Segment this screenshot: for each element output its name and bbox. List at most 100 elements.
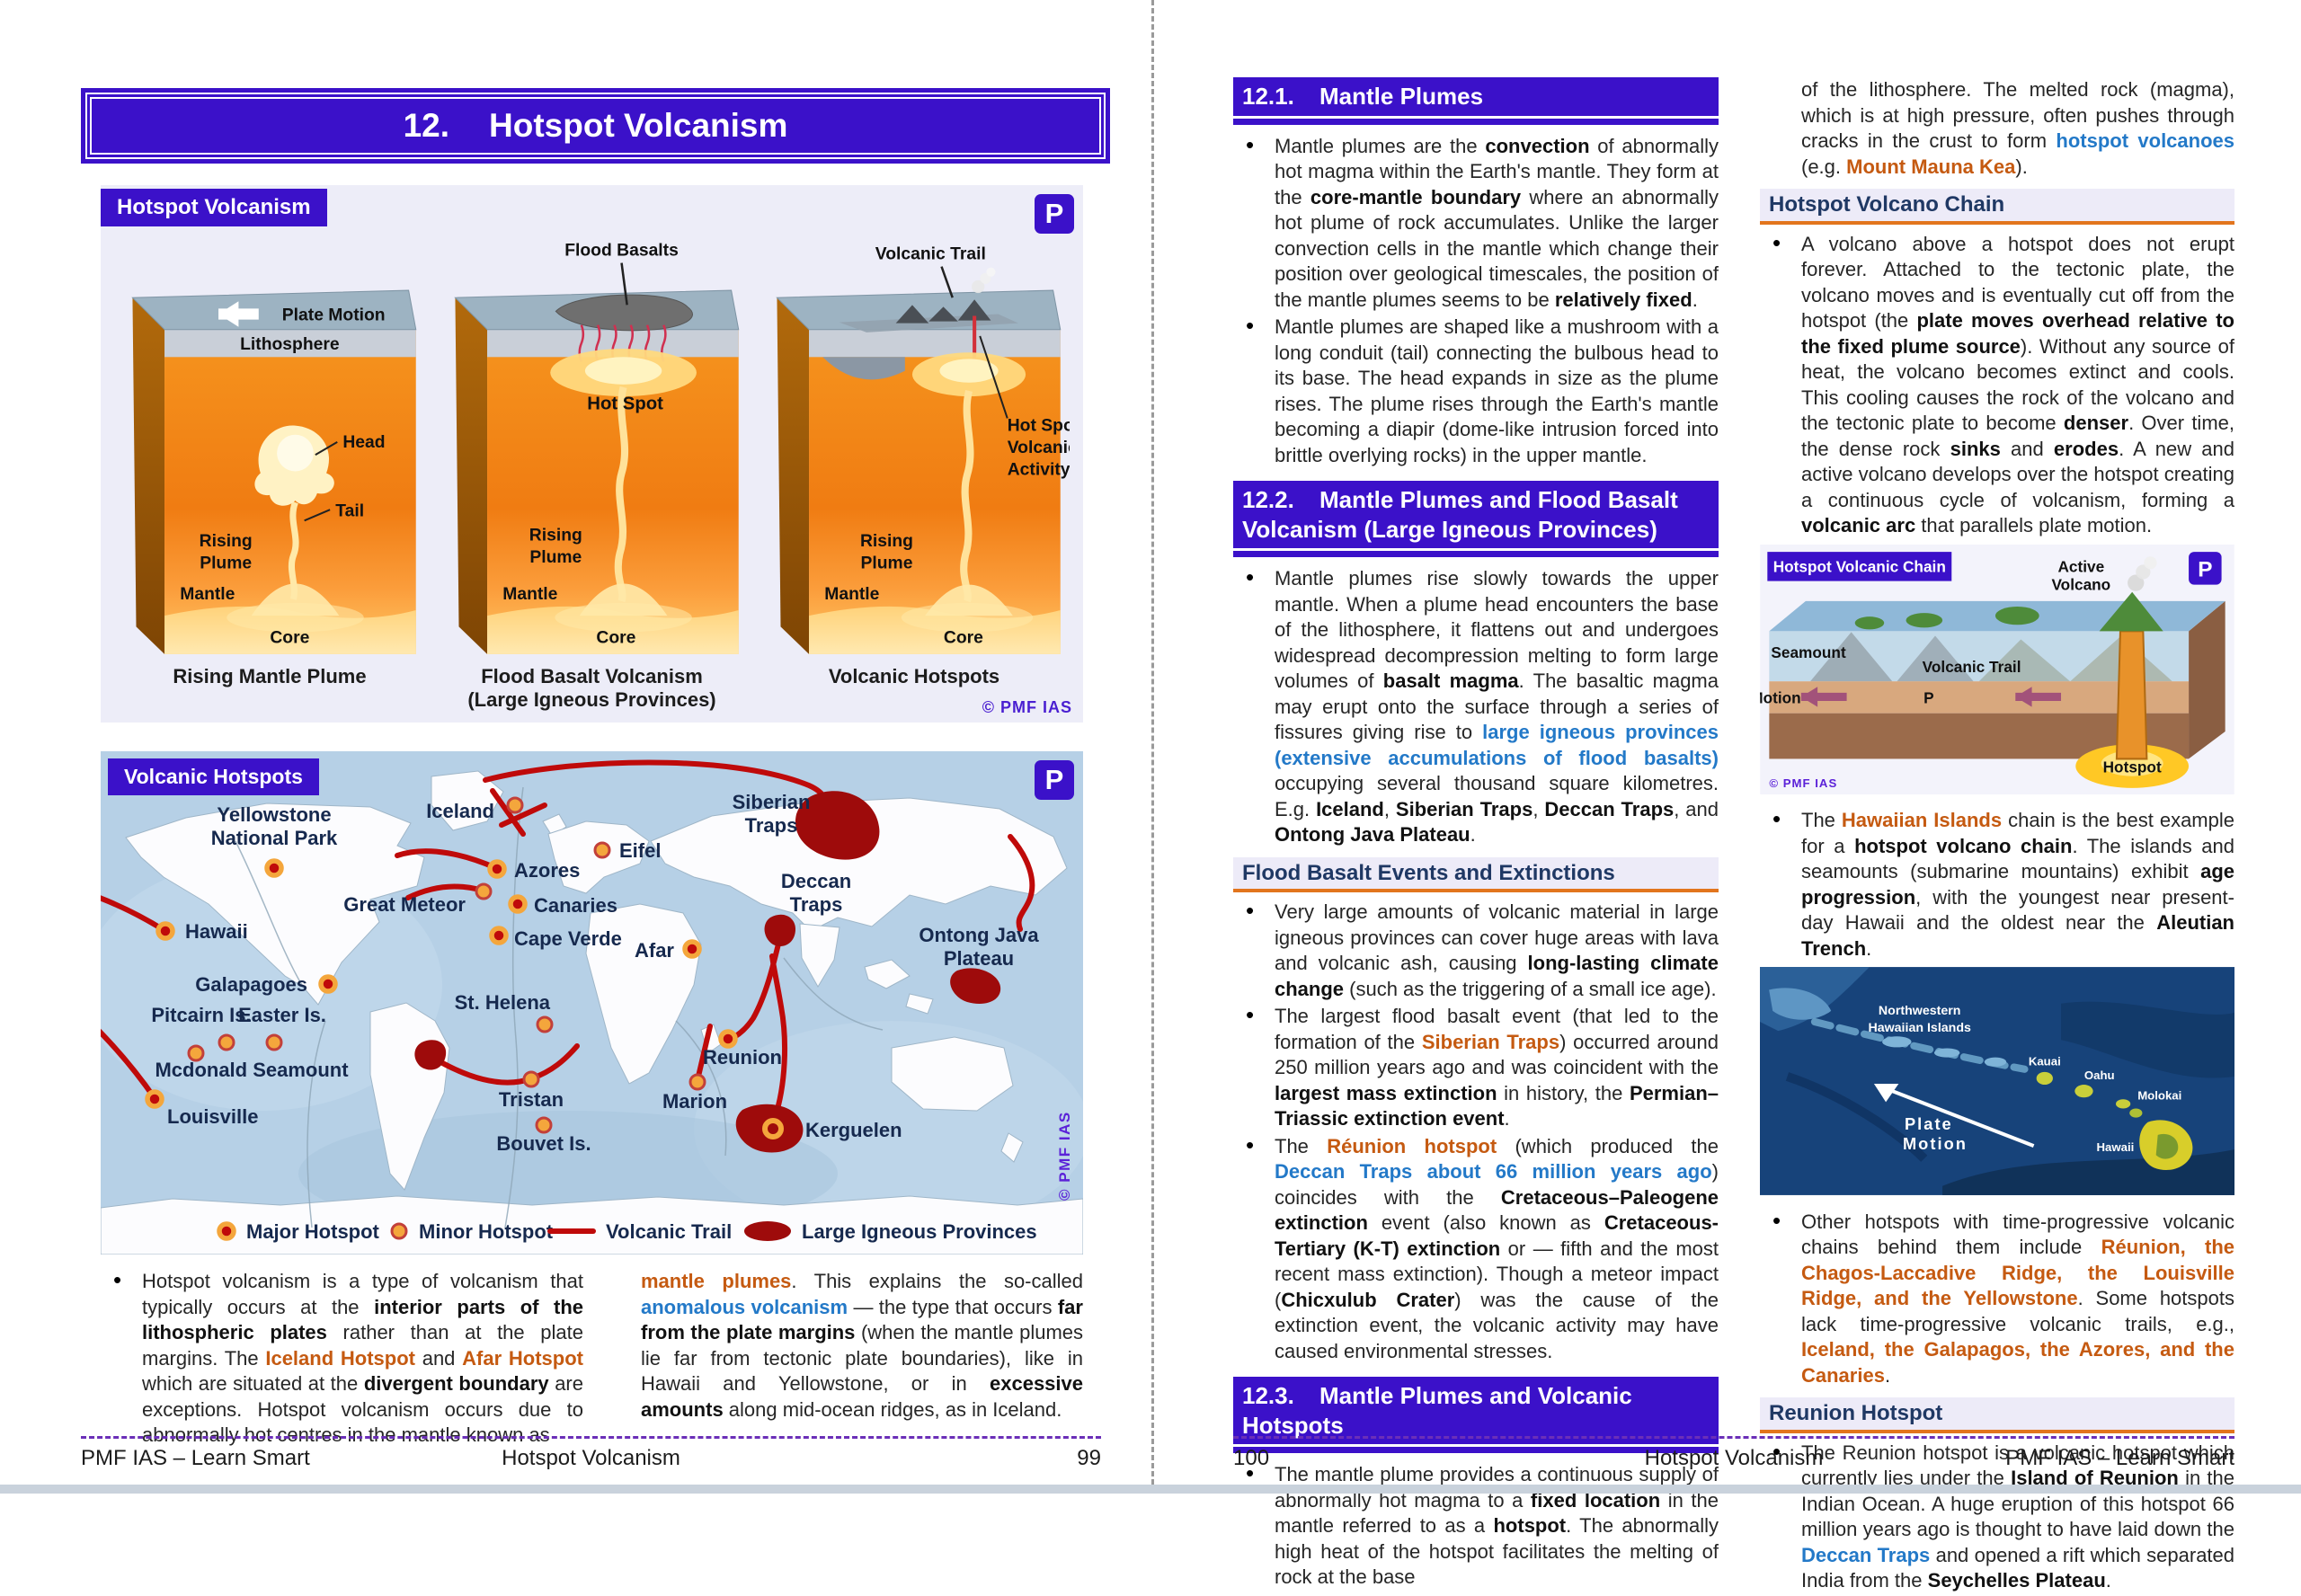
bullet-item: Very large amounts of volcanic material … — [1246, 898, 1719, 1002]
pmfias-logo: P — [1035, 760, 1074, 800]
chapter-number: 12. — [403, 107, 450, 144]
major-hotspot-marker — [718, 1029, 738, 1049]
section-12-1-header: 12.1. Mantle Plumes — [1233, 77, 1719, 125]
label-seamount: Seamount — [1771, 643, 1846, 661]
minor-hotspot-marker — [265, 1033, 283, 1051]
map-legend-label: Minor Hotspot — [419, 1220, 554, 1243]
diagram-volcanic-hotspots: Volcanic Trail Hot Spot Volcanic Activit… — [758, 234, 1071, 713]
map-hotspot-label: Canaries — [534, 894, 617, 917]
legend-lip-swatch — [744, 1221, 791, 1241]
svg-text:Plume: Plume — [861, 554, 913, 572]
volcanic-trail — [1008, 834, 1035, 932]
section-title: Mantle Plumes and Volcanic Hotspots — [1242, 1382, 1632, 1439]
diagram-3-canvas: Volcanic Trail Hot Spot Volcanic Activit… — [776, 244, 1070, 654]
map-legend-label: Large Igneous Provinces — [802, 1220, 1037, 1243]
column-1: 12.1. Mantle Plumes Mantle plumes are the… — [1233, 77, 1719, 1592]
label-rising-plume: Rising — [529, 527, 582, 545]
svg-text:Motion: Motion — [1903, 1134, 1968, 1153]
section-12-3-bullets: The mantle plume provides a continuous s… — [1233, 1460, 1719, 1591]
caption-flood-basalt: Flood Basalt Volcanism (Large Igneous Pr… — [436, 665, 749, 713]
chain-figure-label: Hotspot Volcanic Chain — [1773, 557, 1946, 575]
subsection-reunion-hotspot: Reunion Hotspot — [1760, 1397, 2234, 1433]
minor-hotspot-marker — [218, 1033, 235, 1051]
figure-hotspot-volcanism: Hotspot Volcanism P Plate — [101, 185, 1083, 723]
minor-hotspot-marker — [536, 1015, 554, 1033]
label-active-volcano: Active — [2057, 557, 2104, 575]
page-99: 12. Hotspot Volcanism Hotspot Volcanism P — [0, 0, 1150, 1494]
label-core: Core — [944, 629, 983, 648]
bullet-item: The largest flood basalt event (that led… — [1246, 1002, 1719, 1132]
volcanic-trail — [695, 1024, 713, 1083]
bullet-item: The Réunion hotspot (which produced the … — [1246, 1132, 1719, 1365]
map-hotspot-label: Siberian Traps — [733, 791, 811, 837]
chain-figure-credit: © PMF IAS — [1769, 776, 1837, 789]
major-hotspot-marker — [155, 921, 175, 941]
pmfias-logo: P — [2198, 557, 2212, 581]
volcanic-trail — [101, 1028, 157, 1101]
caption-line1: Flood Basalt Volcanism — [481, 665, 703, 687]
label-plate-motion: Plate Motion — [282, 306, 386, 325]
label-plate-motion: Plate — [1905, 1114, 1953, 1133]
map-hotspot-label: Louisville — [167, 1105, 258, 1128]
bullet-item: Other hotspots with time-progressive vol… — [1772, 1208, 2234, 1389]
minor-hotspot-marker — [593, 841, 611, 859]
major-hotspot-marker — [318, 974, 338, 994]
map-hotspot-label: Marion — [662, 1090, 727, 1113]
label-hotspot: Hotspot — [2103, 758, 2162, 776]
bullet-item: The mantle plume provides a continuous s… — [1246, 1460, 1719, 1591]
major-hotspot-marker — [264, 858, 284, 878]
label-molokai: Molokai — [2137, 1088, 2181, 1102]
plate-boundaries — [235, 786, 884, 1228]
label-oahu: Oahu — [2084, 1068, 2115, 1082]
volcanic-trail — [499, 802, 547, 828]
label-flood-basalts: Flood Basalts — [564, 241, 679, 260]
large-igneous-province — [764, 914, 795, 947]
bottom-edge — [0, 1485, 2301, 1494]
figure-hotspot-volcanic-chain: Hotspot Volcanic Chain P Active Volcano … — [1719, 544, 2234, 802]
map-hotspot-label: Kerguelen — [805, 1119, 902, 1141]
map-hotspot-label: Yellowstone National Park — [211, 803, 338, 849]
section-number: 12.1. — [1242, 83, 1294, 110]
chapter-title-bar: 12. Hotspot Volcanism — [81, 88, 1110, 164]
chapter-title: 12. Hotspot Volcanism — [90, 97, 1101, 155]
section-title: Mantle Plumes and Flood Basalt Volcanism… — [1242, 486, 1678, 543]
major-hotspot-marker — [487, 859, 507, 879]
svg-text:Plume: Plume — [529, 548, 582, 567]
subsection-hotspot-volcano-chain: Hotspot Volcano Chain — [1760, 189, 2234, 225]
major-hotspot-marker — [682, 939, 702, 959]
label-kauai: Kauai — [2029, 1055, 2061, 1068]
diagram-rising-mantle-plume: Plate Motion Lithosphere Head Tail Risin… — [113, 234, 426, 713]
large-igneous-province — [735, 1104, 804, 1153]
chain-figure-canvas: Hotspot Volcanic Chain P Active Volcano … — [1719, 544, 2234, 794]
label-lithosphere: Lithosphere — [240, 335, 340, 354]
footer-chapter: Hotspot Volcanism — [1644, 1446, 1824, 1470]
major-hotspot-marker — [508, 894, 528, 914]
hawaiian-islands-bullets: The Hawaiian Islands chain is the best e… — [1760, 806, 2234, 962]
large-igneous-province — [795, 791, 880, 860]
map-panel-label: Volcanic Hotspots — [108, 758, 319, 795]
section-title: Mantle Plumes — [1319, 83, 1484, 110]
column-2: of the lithosphere. The melted rock (mag… — [1719, 77, 2235, 1596]
caption-line2: (Large Igneous Provinces) — [467, 688, 716, 712]
section-number: 12.2. — [1242, 486, 1294, 513]
map-credit: © PMF IAS — [1056, 1111, 1073, 1201]
bullet-item: A volcano above a hotspot does not erupt… — [1772, 230, 2234, 539]
continuation-paragraph: of the lithosphere. The melted rock (mag… — [1801, 78, 2235, 178]
hawaii-figure-canvas: Northwestern Hawaiian Islands Kauai Oahu… — [1760, 967, 2234, 1195]
section-number: 12.3. — [1242, 1382, 1294, 1409]
svg-text:Volcano: Volcano — [2051, 575, 2110, 593]
pmfias-logo: P — [1035, 194, 1074, 234]
map-legend-label: Major Hotspot — [246, 1220, 380, 1243]
map-hotspot-label: Easter Is. — [238, 1004, 326, 1026]
minor-hotspot-marker — [535, 1116, 553, 1134]
figure-label: Hotspot Volcanism — [101, 189, 327, 226]
volcanic-trail — [490, 788, 526, 837]
svg-text:Activity: Activity — [1008, 461, 1070, 480]
footer-brand: PMF IAS – Learn Smart — [2005, 1446, 2234, 1470]
label-rising-plume: Rising — [200, 532, 253, 551]
map-hotspot-label: Ontong Java Plateau — [919, 924, 1039, 970]
map-legend-label: Volcanic Trail — [606, 1220, 732, 1243]
figure-volcanic-hotspots-map: Yellowstone National Park Hawaii Galapagoes… — [101, 751, 1083, 1255]
map-hotspot-label: Great Meteor — [343, 893, 466, 916]
diagram-1-canvas: Plate Motion Lithosphere Head Tail Risin… — [131, 289, 417, 654]
